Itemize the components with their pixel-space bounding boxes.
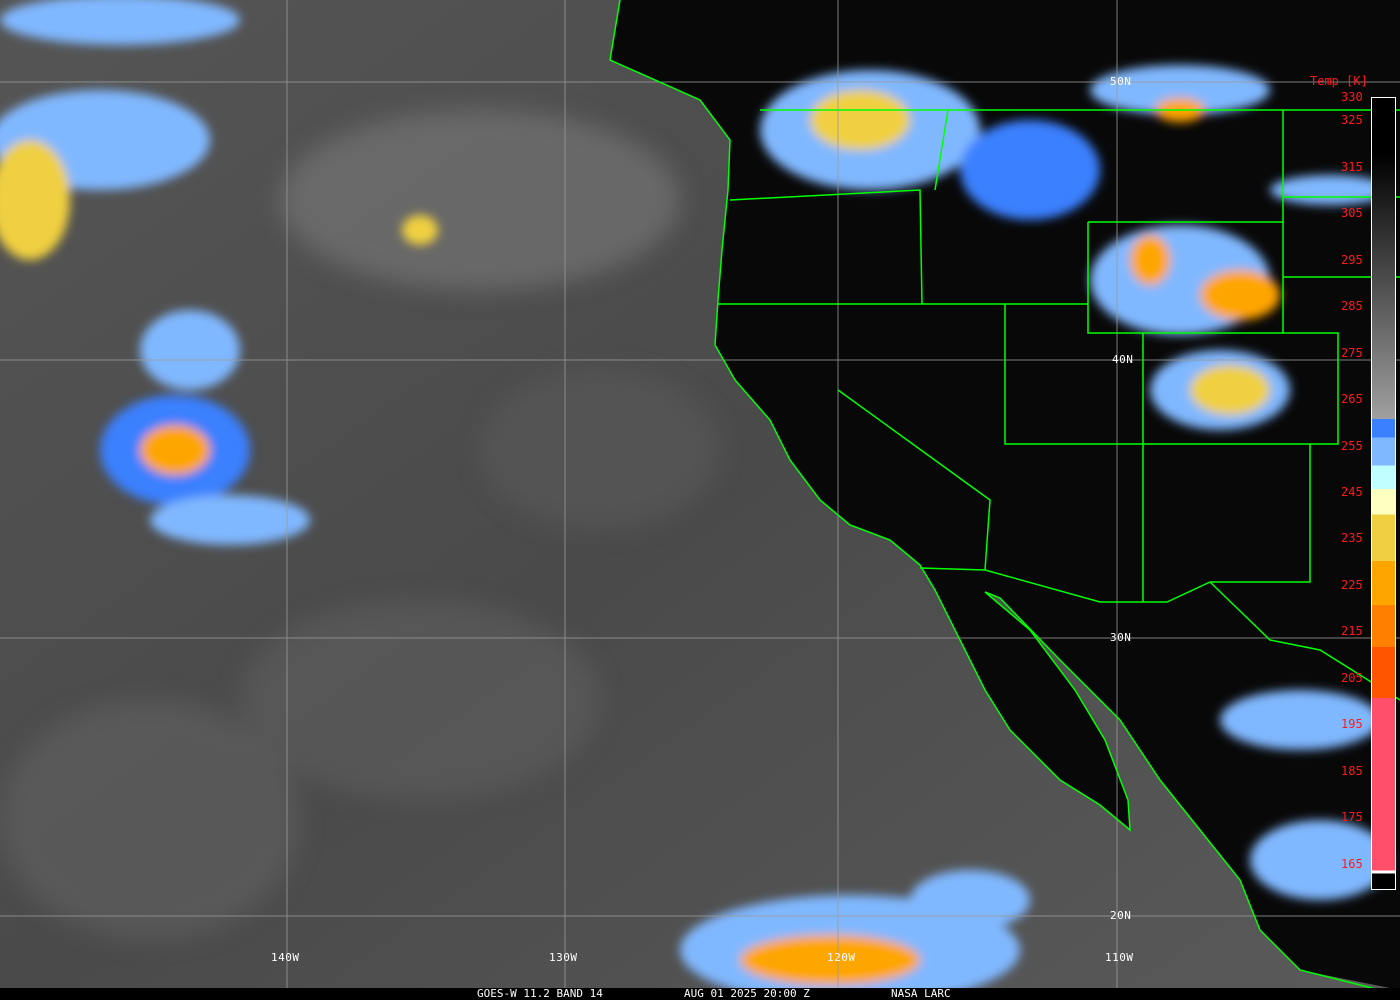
colorbar-tick-label: 305 [1341,206,1363,221]
lon-label-140w: 140W [271,951,300,964]
image-caption: GOES-W 11.2 BAND 14 AUG 01 2025 20:00 Z … [0,988,1400,1000]
colorbar-tick-label: 185 [1341,763,1363,778]
caption-source: NASA LARC [891,987,951,1000]
caption-datetime: AUG 01 2025 20:00 Z [684,987,810,1000]
colorbar-tick-label: 195 [1341,717,1363,732]
low-clouds [0,110,720,940]
colorbar-tick-label: 255 [1341,438,1363,453]
colorbar-tick-label: 225 [1341,577,1363,592]
lat-label-50n: 50N [1110,75,1132,88]
colorbar-tick-label: 165 [1341,856,1363,871]
colorbar-tick-label: 285 [1341,299,1363,314]
colorbar-tick-label: 265 [1341,392,1363,407]
lat-label-20n: 20N [1110,909,1132,922]
lat-label-40n: 40N [1112,353,1134,366]
colorbar-title: Temp [K] [1310,74,1368,88]
political-borders [609,0,1400,991]
colorbar-tick-label: 275 [1341,345,1363,360]
caption-product: GOES-W 11.2 BAND 14 [477,987,603,1000]
colorbar-tick-label: 235 [1341,531,1363,546]
colorbar [1371,97,1396,890]
colorbar-tick-label: 205 [1341,670,1363,685]
lon-label-120w: 120W [827,951,856,964]
colorbar-tick-label: 330 [1341,90,1363,104]
colorbar-tick-label: 175 [1341,810,1363,825]
colorbar-tick-label: 325 [1341,113,1363,128]
colorbar-tick-label: 245 [1341,485,1363,499]
colorbar-tick-label: 295 [1341,252,1363,267]
lon-label-110w: 110W [1105,951,1134,964]
colorbar-tick-label: 315 [1341,159,1363,174]
colorbar-tick-label: 215 [1341,624,1363,639]
lat-label-30n: 30N [1110,631,1132,644]
lon-label-130w: 130W [549,951,578,964]
